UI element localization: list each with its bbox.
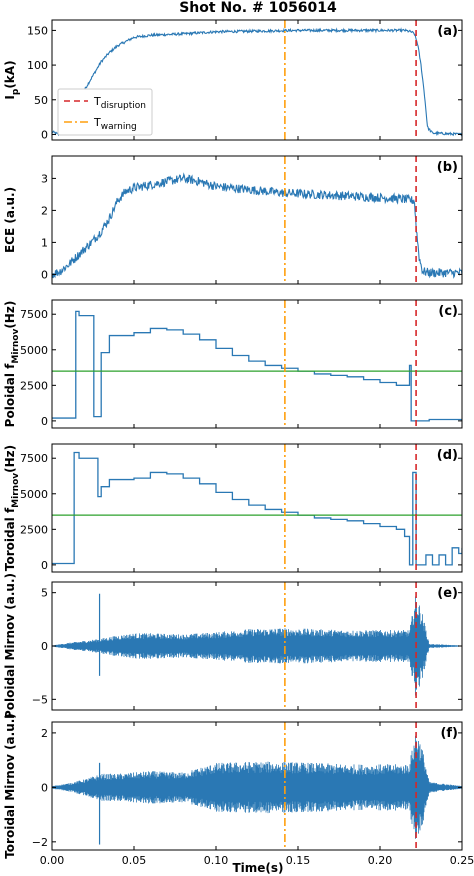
chart-title: Shot No. # 1056014 <box>179 0 337 16</box>
y-axis-label-sub: Mirnov <box>11 329 21 364</box>
legend-label-sub: disruption <box>101 101 146 111</box>
y-axis-label-main: Toroidal Mirnov (a.u.) <box>3 713 17 859</box>
y-tick-label: 0 <box>41 268 48 281</box>
axes-frame <box>51 19 463 141</box>
panel-e: −5 0 5 (e) Poloidal Mirnov (a.u.) <box>3 573 463 719</box>
legend-label: Twarning <box>93 116 137 132</box>
panel-c: 0 2500 5000 7500 (c) Poloidal fMirnov(Hz) <box>3 299 463 429</box>
plot-area <box>52 582 462 710</box>
panel-tag: (e) <box>437 586 458 601</box>
y-axis-label-unit: (Hz) <box>3 301 17 329</box>
y-tick-label: 5000 <box>20 344 48 357</box>
plot-area <box>52 156 462 284</box>
y-tick-label: 3 <box>41 172 48 185</box>
panel-b: 0 1 2 3 (b) ECE (a.u.) <box>3 155 463 285</box>
panel-tag: (b) <box>437 160 458 175</box>
y-axis-label: Poloidal fMirnov(Hz) <box>3 301 21 428</box>
y-axis-label-main: Poloidal f <box>3 363 17 427</box>
panel-tag: (f) <box>440 726 458 741</box>
y-tick-label: −5 <box>32 693 48 706</box>
legend-label-sub: warning <box>101 122 137 132</box>
y-tick-label: 0 <box>41 640 48 653</box>
y-tick-label: 2 <box>41 727 48 740</box>
y-tick-label: 5 <box>41 587 48 600</box>
y-tick-label: 0 <box>41 415 48 428</box>
y-tick-label: 0 <box>41 559 48 572</box>
plot-area <box>52 20 462 140</box>
panel-tag: (c) <box>438 304 458 319</box>
legend-label-main: T <box>93 116 101 129</box>
y-tick-label: 7500 <box>20 308 48 321</box>
panel-f: −2 0 2 0.00 0.05 0.10 0.15 0.20 0.25 (f) Toroidal … <box>3 713 474 867</box>
series-oscillation <box>52 596 462 696</box>
y-axis-label-main: Toroidal f <box>3 507 17 571</box>
x-tick-label: 0.25 <box>450 854 474 867</box>
y-tick-label: 5000 <box>20 488 48 501</box>
x-tick-label: 0.20 <box>368 854 393 867</box>
y-tick-label: 2500 <box>20 379 48 392</box>
y-tick-label: 50 <box>34 94 48 107</box>
y-axis-label-sub: Mirnov <box>11 473 21 508</box>
series-line <box>52 27 462 137</box>
legend-label-main: T <box>93 95 101 108</box>
axes-frame <box>51 721 463 851</box>
y-axis-label-main: I <box>3 95 17 99</box>
y-axis-label-sub: p <box>11 88 21 95</box>
x-axis-label: Time(s) <box>232 861 283 875</box>
y-axis-label: Toroidal Mirnov (a.u.) <box>3 713 17 859</box>
series-oscillation <box>52 735 462 839</box>
series-line <box>52 451 462 566</box>
y-tick-label: 1 <box>41 236 48 249</box>
x-tick-label: 0.05 <box>122 854 147 867</box>
y-tick-label: 100 <box>27 59 48 72</box>
x-tick-label: 0.15 <box>286 854 311 867</box>
panel-d: 0 2500 5000 7500 (d) Toroidal fMirnov(Hz) <box>3 443 463 573</box>
series-line <box>52 172 462 279</box>
legend-box <box>57 88 153 136</box>
y-tick-label: 2 <box>41 204 48 217</box>
y-tick-label: 0 <box>41 128 48 141</box>
panel-tag: (d) <box>437 448 458 463</box>
plot-area <box>52 722 462 850</box>
y-tick-label: 0 <box>41 781 48 794</box>
axes-frame <box>51 299 463 429</box>
x-tick-label: 0.10 <box>204 854 229 867</box>
y-tick-label: 150 <box>27 24 48 37</box>
y-tick-label: 7500 <box>20 452 48 465</box>
y-axis-label: Poloidal Mirnov (a.u.) <box>3 573 17 719</box>
legend-label: Tdisruption <box>93 95 146 111</box>
series-line <box>52 310 462 422</box>
y-axis-label-unit: (kA) <box>3 60 17 88</box>
y-axis-label-main: ECE (a.u.) <box>3 187 17 253</box>
x-tick-label: 0.00 <box>40 854 65 867</box>
y-axis-label-main: Poloidal Mirnov (a.u.) <box>3 573 17 719</box>
y-axis-label: Ip(kA) <box>3 60 21 99</box>
y-axis-label: ECE (a.u.) <box>3 187 17 253</box>
y-tick-label: 2500 <box>20 523 48 536</box>
axes-frame <box>51 443 463 573</box>
plot-area <box>52 444 462 572</box>
y-axis-label: Toroidal fMirnov(Hz) <box>3 445 21 571</box>
y-tick-label: −2 <box>32 836 48 849</box>
y-axis-label-unit: (Hz) <box>3 445 17 473</box>
plot-area <box>52 300 462 428</box>
panel-tag: (a) <box>437 24 458 39</box>
axes-frame <box>51 155 463 285</box>
